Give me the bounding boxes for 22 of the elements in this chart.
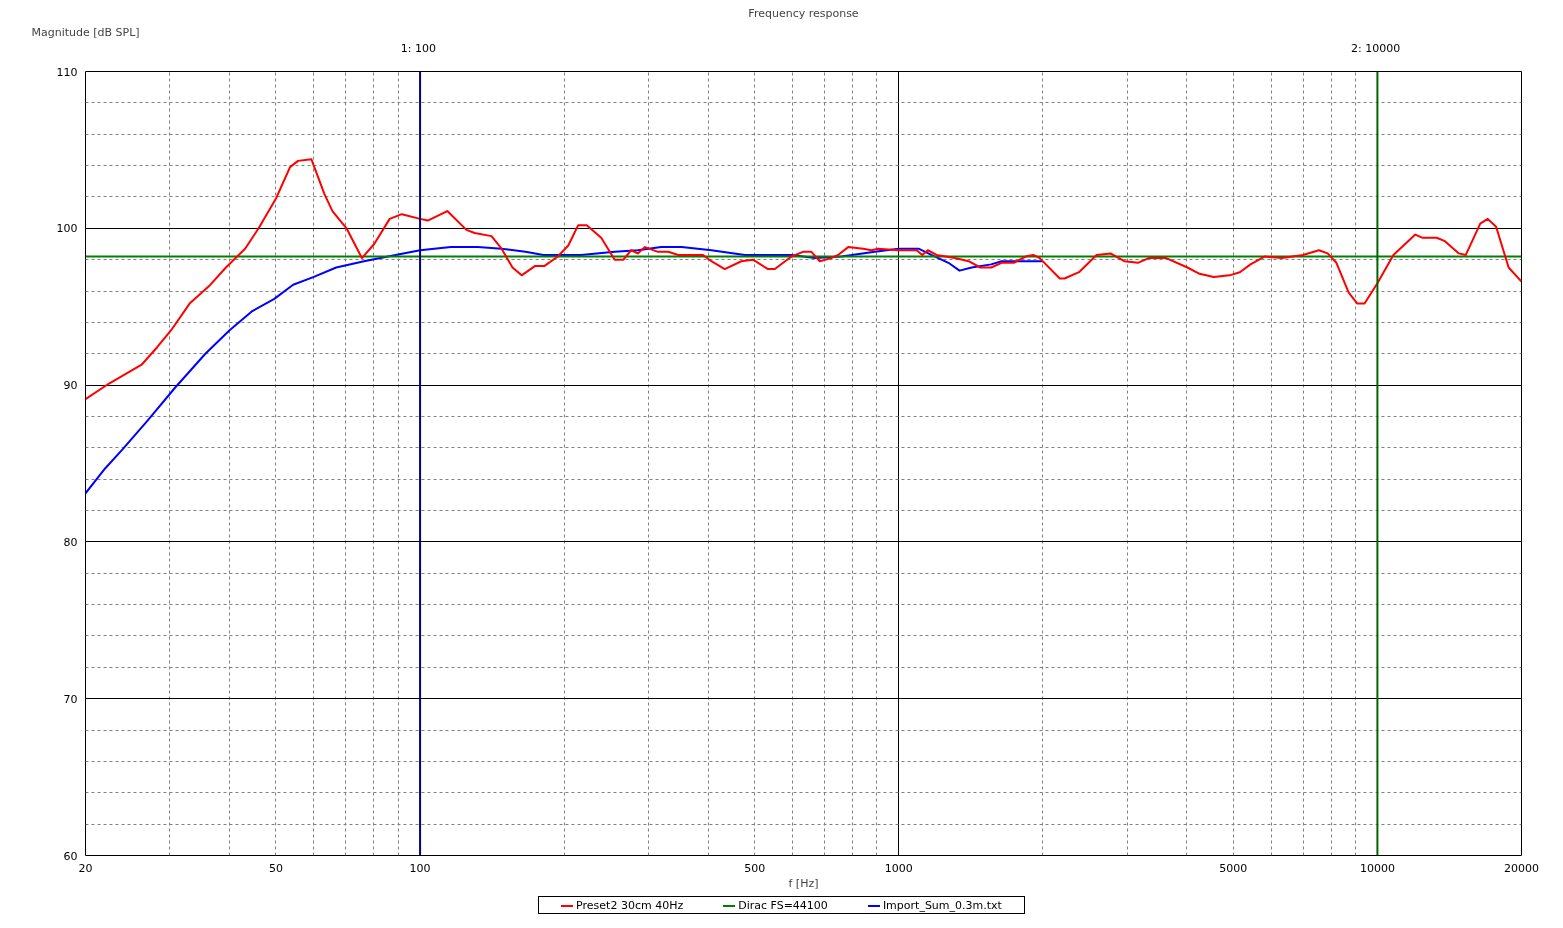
x-axis-title: f [Hz] — [788, 876, 819, 890]
x-tick-label: 100 — [409, 861, 431, 875]
x-tick-label: 1000 — [884, 861, 913, 875]
y-tick-label: 100 — [56, 222, 78, 236]
x-tick-label: 50 — [268, 861, 283, 875]
y-axis-title: Magnitude [dB SPL] — [31, 25, 140, 39]
legend-label: Dirac FS=44100 — [738, 899, 828, 913]
y-tick-label: 70 — [63, 692, 78, 706]
x-tick-label: 10000 — [1359, 861, 1395, 875]
y-tick-label: 110 — [56, 65, 78, 79]
ref-line-label: 2: 10000 — [1351, 41, 1401, 55]
legend-label: Import_Sum_0.3m.txt — [882, 899, 1002, 913]
legend-label: Preset2 30cm 40Hz — [576, 899, 684, 913]
x-tick-label: 20000 — [1504, 861, 1539, 875]
x-tick-label: 500 — [744, 861, 766, 875]
y-tick-label: 60 — [63, 849, 78, 863]
chart-title: Frequency response — [748, 6, 859, 20]
x-tick-label: 5000 — [1219, 861, 1248, 875]
x-tick-label: 20 — [78, 861, 93, 875]
ref-line-label: 1: 100 — [400, 41, 436, 55]
y-tick-label: 80 — [63, 535, 78, 549]
y-tick-label: 90 — [63, 379, 78, 393]
